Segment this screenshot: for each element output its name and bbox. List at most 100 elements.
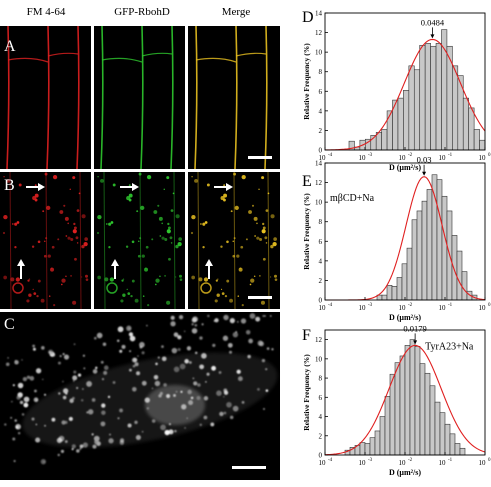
- y-tick-label: 4: [319, 413, 323, 421]
- column-header-fm464: FM 4-64: [27, 6, 66, 18]
- x-tick-exponent: -4: [328, 303, 333, 308]
- x-tick-label: 10: [479, 304, 487, 312]
- histogram-bar: [451, 235, 458, 301]
- histogram-bar: [396, 277, 403, 301]
- histogram-bar: [436, 179, 443, 301]
- x-tick-exponent: -2: [408, 153, 413, 158]
- micrograph-panel-c: [0, 312, 280, 480]
- x-tick-label: 10: [359, 304, 367, 312]
- x-tick-label: 10: [439, 304, 447, 312]
- x-tick-exponent: -3: [368, 153, 373, 158]
- histogram-bar: [449, 433, 456, 456]
- histogram-bar: [379, 416, 386, 456]
- x-tick-label: 10: [359, 154, 367, 162]
- histogram-bar: [414, 346, 421, 456]
- panel-letter-b: B: [4, 177, 15, 194]
- histogram-bar: [381, 129, 388, 151]
- histogram-bar: [424, 372, 431, 456]
- histogram-bar: [401, 263, 408, 301]
- histogram-bar: [468, 107, 475, 151]
- x-tick-exponent: -4: [328, 458, 333, 463]
- panel-letter-f: F: [302, 327, 311, 344]
- scale-bar-b: [248, 296, 272, 299]
- scale-bar-a: [248, 156, 272, 159]
- x-tick-exponent: 0: [488, 458, 491, 463]
- histogram-bar: [426, 189, 433, 301]
- histogram-bar: [479, 139, 486, 151]
- histogram-bar: [409, 339, 416, 456]
- histogram-bar: [441, 195, 448, 301]
- x-tick-label: 10: [399, 304, 407, 312]
- micrograph-row-b: [0, 171, 280, 310]
- x-tick-label: 10: [439, 459, 447, 467]
- panel-letter-c: C: [4, 316, 15, 333]
- micrograph-b-gfp: [94, 171, 185, 310]
- panel-letter-a: A: [4, 38, 16, 55]
- histogram-bar: [430, 45, 437, 151]
- y-tick-label: 2: [319, 277, 323, 285]
- histogram-bar: [431, 174, 438, 301]
- x-tick-label: 10: [319, 459, 327, 467]
- x-tick-exponent: 0: [488, 303, 491, 308]
- arrow-icon: [111, 259, 119, 279]
- histogram-bar: [384, 396, 391, 456]
- histogram-bar: [419, 363, 426, 456]
- x-tick-exponent: -4: [328, 153, 333, 158]
- y-axis-label: Relative Frequency (%): [302, 43, 311, 120]
- y-tick-label: 6: [319, 394, 323, 402]
- fit-curve: [324, 344, 486, 456]
- x-tick-exponent: -2: [408, 303, 413, 308]
- histogram-bar: [441, 29, 448, 151]
- y-tick-label: 12: [315, 29, 323, 37]
- histogram-bar: [459, 447, 466, 456]
- histogram-bar: [403, 90, 410, 151]
- y-tick-label: 2: [319, 432, 323, 440]
- x-tick-label: 10: [359, 459, 367, 467]
- micrograph-a-gfp: [94, 25, 185, 170]
- x-tick-label: 10: [399, 154, 407, 162]
- histogram-bar: [389, 373, 396, 456]
- condition-annotation: mβCD+Na: [330, 193, 375, 204]
- histogram-bar: [364, 443, 371, 456]
- y-tick-label: 8: [319, 375, 323, 383]
- x-tick-label: 10: [479, 459, 487, 467]
- histogram-bar: [411, 219, 418, 301]
- arrow-icon: [120, 183, 139, 191]
- histogram-bar: [439, 412, 446, 456]
- x-tick-label: 10: [479, 154, 487, 162]
- histogram-bar: [434, 401, 441, 456]
- arrow-icon: [17, 259, 25, 279]
- histogram-bar: [359, 442, 366, 456]
- x-tick-label: 10: [319, 304, 327, 312]
- y-tick-label: 2: [319, 127, 323, 135]
- histogram-bar: [454, 443, 461, 456]
- y-tick-label: 8: [319, 218, 323, 226]
- y-tick-label: 12: [315, 179, 323, 187]
- y-tick-label: 4: [319, 257, 323, 265]
- histogram-bar: [456, 250, 463, 301]
- x-tick-exponent: -1: [448, 153, 453, 158]
- x-tick-exponent: -3: [368, 458, 373, 463]
- histogram-bar: [374, 430, 381, 456]
- y-tick-label: 0: [319, 147, 323, 155]
- peak-value-label: 0.0179: [403, 323, 426, 333]
- histogram-bar: [429, 385, 436, 456]
- histogram-bar: [424, 43, 431, 151]
- y-tick-label: 0: [319, 452, 323, 460]
- histogram-bar: [394, 362, 401, 456]
- histogram-bar: [421, 200, 428, 301]
- histogram-bar: [408, 65, 415, 151]
- histogram-bar: [416, 210, 423, 301]
- y-tick-label: 10: [315, 355, 323, 363]
- histogram-bar: [413, 69, 421, 151]
- x-tick-exponent: -1: [448, 303, 453, 308]
- y-tick-label: 6: [319, 238, 323, 246]
- panel-letter-d: D: [302, 9, 314, 26]
- y-tick-label: 10: [315, 49, 323, 57]
- column-header-merge: Merge: [222, 6, 251, 18]
- histogram-bar: [404, 345, 411, 456]
